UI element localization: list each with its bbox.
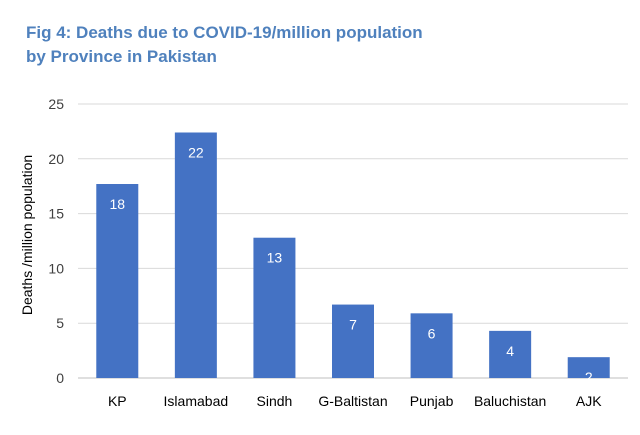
x-tick-label-baluchistan: Baluchistan <box>474 393 546 409</box>
bar-sindh <box>253 237 296 378</box>
bar-punjab <box>410 313 453 378</box>
x-axis-ticks: KP Islamabad Sindh G-Baltistan Punjab Baluchi… <box>108 393 602 409</box>
chart-title: Fig 4: Deaths due to COVID-19/million po… <box>26 21 586 69</box>
y-tick-label-10: 10 <box>48 260 64 276</box>
data-label-g-baltistan: 7 <box>349 317 357 333</box>
x-tick-label-islamabad: Islamabad <box>164 393 229 409</box>
y-tick-label-0: 0 <box>56 370 64 386</box>
data-label-islamabad: 22 <box>188 144 204 160</box>
data-label-kp: 18 <box>109 196 125 212</box>
data-label-baluchistan: 4 <box>506 343 514 359</box>
data-label-punjab: 6 <box>428 325 436 341</box>
y-tick-label-20: 20 <box>48 151 64 167</box>
x-tick-label-sindh: Sindh <box>257 393 293 409</box>
y-tick-label-25: 25 <box>48 96 64 112</box>
y-tick-label-15: 15 <box>48 206 64 222</box>
x-tick-label-kp: KP <box>108 393 127 409</box>
y-axis-label: Deaths /million population <box>19 155 35 315</box>
y-tick-label-5: 5 <box>56 315 64 331</box>
data-labels: 18 22 13 7 6 4 2 <box>109 144 592 385</box>
y-axis-ticks: 0 5 10 15 20 25 <box>48 96 64 386</box>
chart-title-line-1: Fig 4: Deaths due to COVID-19/million po… <box>26 23 423 42</box>
x-tick-label-punjab: Punjab <box>410 393 454 409</box>
x-tick-label-g-baltistan: G-Baltistan <box>318 393 387 409</box>
bar-kp <box>96 184 139 378</box>
bar-baluchistan <box>489 330 532 378</box>
bars <box>96 132 610 378</box>
data-label-sindh: 13 <box>267 250 283 266</box>
bar-ajk <box>567 357 610 378</box>
bar-g-baltistan <box>332 304 374 378</box>
chart-title-line-2: by Province in Pakistan <box>26 47 217 66</box>
x-tick-label-ajk: AJK <box>576 393 602 409</box>
data-label-ajk: 2 <box>585 369 593 385</box>
bar-islamabad <box>174 132 217 378</box>
